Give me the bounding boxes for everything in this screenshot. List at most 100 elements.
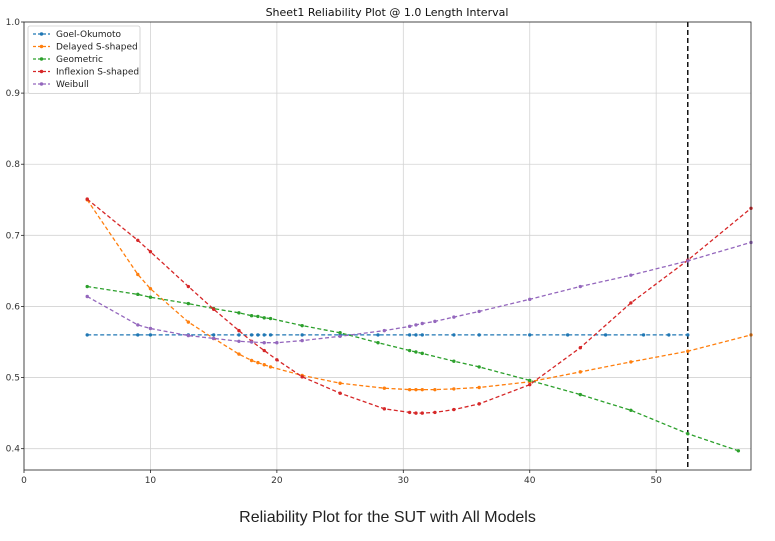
series-delayed-s-shaped	[85, 198, 753, 392]
data-point-inflexion-s-shaped	[237, 328, 241, 333]
data-point-geometric	[452, 359, 456, 363]
data-point-goel-okumoto	[667, 333, 671, 337]
data-point-inflexion-s-shaped	[85, 197, 89, 201]
data-point-goel-okumoto	[414, 333, 418, 337]
legend-box	[27, 25, 141, 94]
data-point-weibull	[686, 259, 690, 263]
data-point-geometric	[237, 311, 241, 315]
data-point-delayed-s-shaped	[338, 381, 342, 385]
data-point-geometric	[148, 295, 153, 299]
data-point-inflexion-s-shaped	[578, 345, 583, 350]
data-point-geometric	[407, 348, 412, 353]
data-point-inflexion-s-shaped	[420, 411, 424, 415]
legend-label: Geometric	[56, 55, 103, 65]
data-point-delayed-s-shaped	[629, 360, 633, 364]
data-point-inflexion-s-shaped	[211, 307, 216, 311]
data-point-goel-okumoto	[528, 333, 532, 337]
legend-label: Goel-Okumoto	[56, 30, 122, 40]
data-point-weibull	[186, 333, 191, 338]
chart-title: Sheet1 Reliability Plot @ 1.0 Length Int…	[266, 6, 509, 19]
data-point-weibull	[211, 336, 216, 341]
data-point-weibull	[433, 319, 437, 324]
y-tick-label: 0.7	[6, 231, 20, 241]
legend-marker	[39, 69, 44, 74]
data-point-goel-okumoto	[452, 333, 456, 337]
data-point-inflexion-s-shaped	[382, 407, 387, 411]
data-point-weibull	[420, 321, 424, 326]
data-point-goel-okumoto	[686, 333, 690, 337]
data-point-geometric	[420, 351, 424, 356]
data-point-goel-okumoto	[148, 333, 153, 337]
data-point-goel-okumoto	[249, 333, 254, 337]
legend-marker	[39, 44, 44, 49]
data-point-weibull	[338, 334, 342, 339]
data-point-inflexion-s-shaped	[629, 301, 633, 305]
data-point-weibull	[578, 284, 583, 289]
data-point-goel-okumoto	[256, 333, 260, 337]
data-point-geometric	[85, 284, 89, 289]
legend: Goel-Okumoto Delayed S-shaped Geometric Inf…	[27, 25, 141, 94]
data-point-inflexion-s-shaped	[477, 402, 481, 406]
data-point-weibull	[249, 340, 254, 344]
data-point-delayed-s-shaped	[686, 349, 690, 353]
data-point-delayed-s-shaped	[414, 387, 418, 392]
legend-label: Delayed S-shaped	[56, 43, 138, 53]
grid	[23, 21, 751, 470]
data-point-weibull	[300, 338, 304, 343]
data-point-goel-okumoto	[85, 333, 89, 337]
data-point-weibull	[414, 323, 418, 327]
data-point-geometric	[338, 331, 342, 335]
data-point-weibull	[85, 294, 89, 299]
data-point-goel-okumoto	[641, 333, 646, 337]
reliability-chart: 0 10 20 30 40 50 0.4 0.5 0.6 0.7 0.8 0.9 1.0 Sheet1 …	[6, 6, 753, 486]
data-point-weibull	[629, 273, 633, 277]
data-point-inflexion-s-shaped	[148, 249, 153, 254]
data-point-geometric	[578, 392, 583, 397]
data-point-inflexion-s-shaped	[452, 407, 456, 412]
figure-caption: Reliability Plot for the SUT with All Mo…	[239, 509, 536, 526]
data-point-inflexion-s-shaped	[414, 411, 418, 415]
data-point-inflexion-s-shaped	[136, 238, 140, 243]
data-point-delayed-s-shaped	[237, 352, 241, 356]
data-point-geometric	[300, 323, 304, 328]
data-point-goel-okumoto	[477, 333, 481, 337]
y-tick-label: 0.5	[6, 374, 20, 384]
data-point-delayed-s-shaped	[148, 286, 153, 291]
data-point-weibull	[275, 341, 279, 345]
data-point-goel-okumoto	[268, 333, 273, 337]
y-tick-label: 0.6	[6, 302, 21, 312]
x-tick-label: 10	[145, 476, 157, 486]
data-point-goel-okumoto	[407, 333, 412, 337]
data-point-geometric	[686, 432, 690, 436]
data-point-goel-okumoto	[237, 333, 241, 337]
legend-label: Weibull	[56, 80, 89, 90]
data-point-weibull	[262, 341, 266, 345]
data-point-weibull	[452, 315, 456, 319]
data-point-delayed-s-shaped	[382, 386, 387, 390]
x-tick-label: 20	[271, 476, 283, 486]
data-point-geometric	[376, 341, 380, 345]
data-point-delayed-s-shaped	[420, 387, 424, 392]
data-point-inflexion-s-shaped	[262, 348, 266, 353]
data-point-goel-okumoto	[565, 333, 570, 337]
data-point-delayed-s-shaped	[136, 272, 140, 277]
data-point-inflexion-s-shaped	[300, 375, 304, 379]
plot-area	[24, 22, 751, 470]
data-point-geometric	[528, 378, 532, 383]
data-point-delayed-s-shaped	[407, 387, 412, 392]
series-geometric	[85, 284, 741, 453]
data-point-inflexion-s-shaped	[338, 391, 342, 395]
y-tick-label: 1.0	[6, 18, 21, 28]
legend-marker	[39, 57, 44, 61]
data-point-weibull	[528, 297, 532, 302]
x-tick-label: 50	[650, 476, 662, 486]
data-point-goel-okumoto	[420, 333, 424, 337]
data-point-geometric	[268, 316, 273, 321]
data-point-inflexion-s-shaped	[275, 358, 279, 362]
data-point-delayed-s-shaped	[262, 363, 266, 367]
data-point-goel-okumoto	[300, 333, 304, 337]
data-point-geometric	[629, 408, 633, 412]
data-point-goel-okumoto	[136, 333, 140, 337]
series-layer	[85, 197, 753, 453]
data-point-geometric	[249, 313, 254, 318]
